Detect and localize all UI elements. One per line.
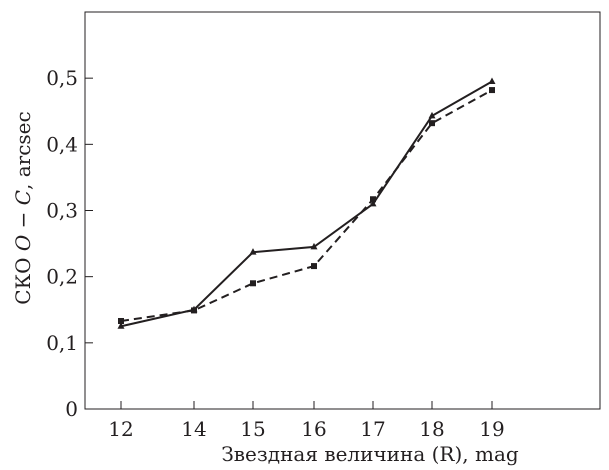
y-tick-label: 0,1	[46, 331, 78, 355]
y-tick-label: 0,4	[46, 132, 78, 156]
data-point	[249, 248, 257, 255]
x-tick-label: 16	[301, 417, 326, 441]
data-point	[369, 199, 377, 207]
series-line-2	[120, 89, 493, 322]
x-axis: 12 14 15 16 17 18 19	[108, 401, 505, 441]
data-point	[488, 77, 496, 84]
series-layer	[117, 77, 496, 329]
data-point	[311, 263, 317, 270]
data-point	[310, 242, 318, 250]
data-point	[191, 307, 197, 314]
x-axis-label: Звездная величина (R), mag	[221, 442, 519, 466]
y-tick-label: 0,5	[46, 66, 78, 90]
x-tick-label: 18	[419, 417, 444, 441]
x-tick-label: 15	[240, 417, 265, 441]
x-tick-label: 17	[360, 417, 385, 441]
data-point	[117, 322, 125, 329]
series-line-1	[120, 80, 493, 328]
y-tick-label: 0	[65, 397, 78, 421]
plot-frame	[84, 11, 601, 410]
data-point	[250, 280, 256, 287]
data-point	[370, 196, 376, 203]
x-tick-label: 12	[108, 417, 133, 441]
y-axis: 0 0,1 0,2 0,3 0,4 0,5	[46, 66, 93, 421]
data-point	[428, 111, 436, 119]
y-tick-label: 0,3	[46, 199, 78, 223]
y-tick-label: 0,2	[46, 265, 78, 289]
data-point	[429, 120, 435, 127]
y-axis-label-suffix: , arcsec	[11, 111, 35, 190]
data-point	[489, 87, 495, 94]
y-axis-label-italic: O − C	[11, 190, 35, 251]
x-tick-label: 19	[479, 417, 504, 441]
y-axis-label-prefix: СКО	[11, 251, 35, 305]
y-axis-label: СКО O − C, arcsec	[11, 111, 35, 304]
x-tick-label: 14	[181, 417, 206, 441]
data-point	[118, 317, 124, 324]
